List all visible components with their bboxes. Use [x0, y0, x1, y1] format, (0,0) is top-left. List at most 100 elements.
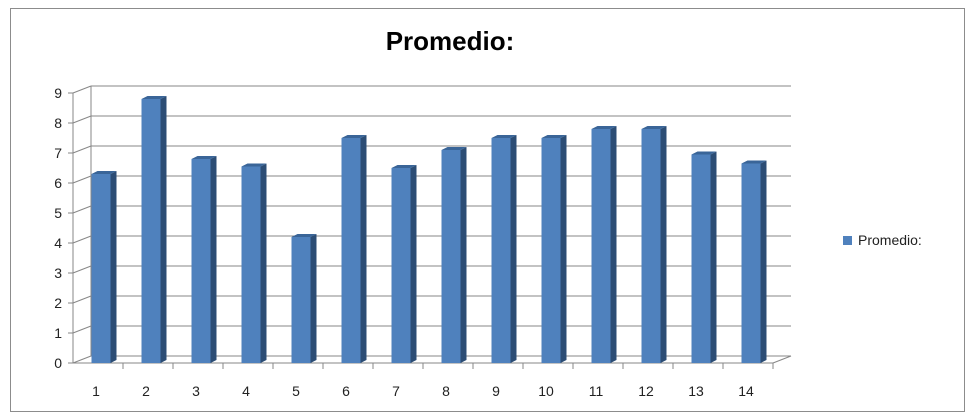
bar-side-5 [310, 234, 317, 363]
bar-face-8 [441, 150, 461, 363]
bar-side-7 [410, 165, 417, 363]
bar-top-12 [641, 126, 667, 129]
gridline-side-4 [72, 235, 92, 244]
gridline-side-6 [72, 175, 92, 184]
bar-3 [191, 156, 217, 363]
bar-11 [591, 126, 617, 363]
bar-face-14 [741, 163, 761, 363]
gridline-side-1 [72, 325, 92, 334]
ytick-label-8: 8 [54, 115, 62, 131]
chart-title: Promedio: [385, 26, 515, 56]
bar-12 [641, 126, 667, 363]
ytick-label-9: 9 [54, 85, 62, 101]
gridline-side-0 [72, 355, 92, 364]
ytick-label-6: 6 [54, 175, 62, 191]
bar-face-11 [591, 129, 611, 363]
gridline-side-3 [72, 265, 92, 274]
ytick-label-7: 7 [54, 145, 62, 161]
bar-top-1 [91, 171, 117, 174]
bar-top-10 [541, 135, 567, 138]
bar-side-11 [610, 126, 617, 363]
grid-lines [72, 85, 791, 364]
xtick-label-5: 5 [292, 383, 300, 399]
bar-6 [341, 135, 367, 363]
bar-top-3 [191, 156, 217, 159]
gridline-side-5 [72, 205, 92, 214]
chart-frame [10, 8, 965, 412]
bar-face-10 [541, 138, 561, 363]
bar-8 [441, 147, 467, 363]
bar-top-4 [241, 163, 267, 167]
xtick-label-8: 8 [442, 383, 450, 399]
xtick-label-9: 9 [492, 383, 500, 399]
bar-face-9 [491, 138, 511, 363]
xtick-label-12: 12 [638, 383, 654, 399]
bar-side-12 [660, 126, 667, 363]
bar-5 [291, 234, 317, 363]
bar-face-5 [291, 237, 311, 363]
bar-top-2 [141, 96, 167, 99]
legend: Promedio: [843, 232, 922, 248]
bar-side-3 [210, 156, 217, 363]
bar-face-4 [241, 166, 261, 363]
xtick-label-2: 2 [142, 383, 150, 399]
bar-side-1 [110, 171, 117, 363]
bars [91, 96, 767, 363]
xtick-label-3: 3 [192, 383, 200, 399]
bar-side-8 [460, 147, 467, 363]
bar-side-13 [710, 151, 717, 363]
xtick-label-1: 1 [92, 383, 100, 399]
bar-side-6 [360, 135, 367, 363]
bar-face-12 [641, 129, 661, 363]
legend-label: Promedio: [858, 232, 922, 248]
bar-7 [391, 165, 417, 363]
legend-swatch [843, 235, 852, 245]
xtick-label-10: 10 [538, 383, 554, 399]
bar-13 [691, 151, 717, 363]
bar-face-3 [191, 159, 211, 363]
ytick-label-5: 5 [54, 205, 62, 221]
axes [68, 86, 792, 369]
bar-face-7 [391, 168, 411, 363]
floor-right-edge [772, 355, 792, 364]
xtick-label-13: 13 [688, 383, 704, 399]
ytick-label-2: 2 [54, 295, 62, 311]
bar-face-1 [91, 174, 111, 363]
xtick-label-14: 14 [738, 383, 754, 399]
bar-top-9 [491, 135, 517, 138]
bar-4 [241, 163, 267, 363]
bar-side-14 [760, 160, 767, 363]
gridline-side-2 [72, 295, 92, 304]
bar-14 [741, 160, 767, 363]
gridline-side-7 [72, 145, 92, 154]
bar-top-13 [691, 151, 717, 155]
bar-side-9 [510, 135, 517, 363]
ytick-label-3: 3 [54, 265, 62, 281]
bar-top-6 [341, 135, 367, 138]
bar-10 [541, 135, 567, 363]
bar-top-14 [741, 160, 767, 164]
gridline-side-8 [72, 115, 92, 124]
bar-top-5 [291, 234, 317, 237]
bar-9 [491, 135, 517, 363]
xtick-label-7: 7 [392, 383, 400, 399]
bar-side-2 [160, 96, 167, 363]
bar-2 [141, 96, 167, 363]
bar-side-10 [560, 135, 567, 363]
ytick-label-0: 0 [54, 355, 62, 371]
bar-face-2 [141, 99, 161, 363]
bar-top-7 [391, 165, 417, 168]
ytick-label-4: 4 [54, 235, 62, 251]
bar-top-11 [591, 126, 617, 129]
xtick-label-4: 4 [242, 383, 250, 399]
bar-face-6 [341, 138, 361, 363]
bar-1 [91, 171, 117, 363]
bar-face-13 [691, 154, 711, 363]
gridline-side-9 [72, 85, 92, 94]
bar-side-4 [260, 163, 267, 363]
xtick-label-6: 6 [342, 383, 350, 399]
xtick-label-11: 11 [589, 383, 604, 399]
bar-top-8 [441, 147, 467, 150]
